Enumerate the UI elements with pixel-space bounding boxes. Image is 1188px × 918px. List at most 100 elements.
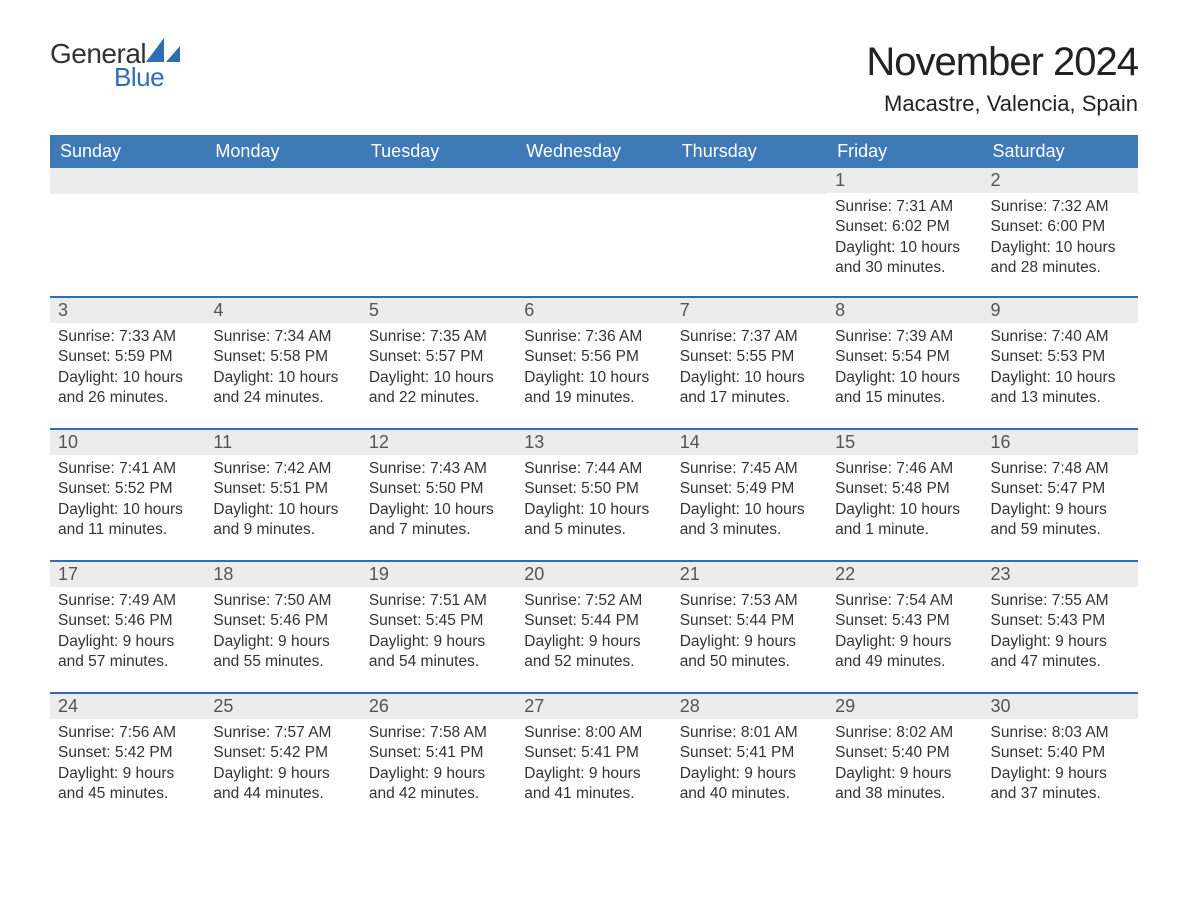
daylight-text: Daylight: 9 hours and 47 minutes. (991, 632, 1130, 673)
day-cell (516, 168, 671, 296)
dow-thursday: Thursday (672, 135, 827, 168)
day-body: Sunrise: 7:37 AMSunset: 5:55 PMDaylight:… (672, 323, 827, 413)
week-row: 17Sunrise: 7:49 AMSunset: 5:46 PMDayligh… (50, 560, 1138, 692)
sunrise-text: Sunrise: 7:37 AM (680, 327, 819, 347)
daynum: 23 (983, 560, 1138, 587)
sunset-text: Sunset: 5:59 PM (58, 347, 197, 367)
daylight-text: Daylight: 10 hours and 7 minutes. (369, 500, 508, 541)
daylight-text: Daylight: 10 hours and 15 minutes. (835, 368, 974, 409)
sunrise-text: Sunrise: 7:50 AM (213, 591, 352, 611)
sunrise-text: Sunrise: 7:42 AM (213, 459, 352, 479)
day-body: Sunrise: 8:02 AMSunset: 5:40 PMDaylight:… (827, 719, 982, 809)
day-cell: 19Sunrise: 7:51 AMSunset: 5:45 PMDayligh… (361, 560, 516, 692)
daylight-text: Daylight: 9 hours and 37 minutes. (991, 764, 1130, 805)
week-row: 10Sunrise: 7:41 AMSunset: 5:52 PMDayligh… (50, 428, 1138, 560)
daynum: 17 (50, 560, 205, 587)
sunset-text: Sunset: 5:40 PM (991, 743, 1130, 763)
day-body: Sunrise: 7:57 AMSunset: 5:42 PMDaylight:… (205, 719, 360, 809)
daylight-text: Daylight: 10 hours and 26 minutes. (58, 368, 197, 409)
day-cell: 18Sunrise: 7:50 AMSunset: 5:46 PMDayligh… (205, 560, 360, 692)
sunset-text: Sunset: 5:54 PM (835, 347, 974, 367)
day-body: Sunrise: 8:03 AMSunset: 5:40 PMDaylight:… (983, 719, 1138, 809)
daylight-text: Daylight: 10 hours and 11 minutes. (58, 500, 197, 541)
daynum: 6 (516, 296, 671, 323)
day-cell (672, 168, 827, 296)
day-body: Sunrise: 7:46 AMSunset: 5:48 PMDaylight:… (827, 455, 982, 545)
brand-text: General Blue (50, 40, 180, 90)
day-cell: 15Sunrise: 7:46 AMSunset: 5:48 PMDayligh… (827, 428, 982, 560)
sunrise-text: Sunrise: 7:53 AM (680, 591, 819, 611)
daylight-text: Daylight: 9 hours and 54 minutes. (369, 632, 508, 673)
day-body: Sunrise: 7:36 AMSunset: 5:56 PMDaylight:… (516, 323, 671, 413)
week-row: 24Sunrise: 7:56 AMSunset: 5:42 PMDayligh… (50, 692, 1138, 824)
daynum: 30 (983, 692, 1138, 719)
sunrise-text: Sunrise: 7:52 AM (524, 591, 663, 611)
sunrise-text: Sunrise: 7:46 AM (835, 459, 974, 479)
day-cell: 24Sunrise: 7:56 AMSunset: 5:42 PMDayligh… (50, 692, 205, 824)
sunrise-text: Sunrise: 7:55 AM (991, 591, 1130, 611)
daylight-text: Daylight: 10 hours and 17 minutes. (680, 368, 819, 409)
day-body: Sunrise: 7:39 AMSunset: 5:54 PMDaylight:… (827, 323, 982, 413)
day-cell: 17Sunrise: 7:49 AMSunset: 5:46 PMDayligh… (50, 560, 205, 692)
daynum: 9 (983, 296, 1138, 323)
day-cell: 11Sunrise: 7:42 AMSunset: 5:51 PMDayligh… (205, 428, 360, 560)
day-body: Sunrise: 7:55 AMSunset: 5:43 PMDaylight:… (983, 587, 1138, 677)
sunrise-text: Sunrise: 7:56 AM (58, 723, 197, 743)
daylight-text: Daylight: 9 hours and 59 minutes. (991, 500, 1130, 541)
sunset-text: Sunset: 5:51 PM (213, 479, 352, 499)
daynum: 11 (205, 428, 360, 455)
day-cell: 22Sunrise: 7:54 AMSunset: 5:43 PMDayligh… (827, 560, 982, 692)
sunset-text: Sunset: 5:46 PM (213, 611, 352, 631)
dow-sunday: Sunday (50, 135, 205, 168)
daynum: 3 (50, 296, 205, 323)
day-body: Sunrise: 7:49 AMSunset: 5:46 PMDaylight:… (50, 587, 205, 677)
day-body: Sunrise: 8:01 AMSunset: 5:41 PMDaylight:… (672, 719, 827, 809)
daylight-text: Daylight: 10 hours and 28 minutes. (991, 238, 1130, 279)
sunrise-text: Sunrise: 8:01 AM (680, 723, 819, 743)
daylight-text: Daylight: 10 hours and 1 minute. (835, 500, 974, 541)
day-cell: 30Sunrise: 8:03 AMSunset: 5:40 PMDayligh… (983, 692, 1138, 824)
day-cell: 29Sunrise: 8:02 AMSunset: 5:40 PMDayligh… (827, 692, 982, 824)
day-body: Sunrise: 7:32 AMSunset: 6:00 PMDaylight:… (983, 193, 1138, 283)
daynum: 19 (361, 560, 516, 587)
daylight-text: Daylight: 9 hours and 45 minutes. (58, 764, 197, 805)
day-cell: 28Sunrise: 8:01 AMSunset: 5:41 PMDayligh… (672, 692, 827, 824)
sunrise-text: Sunrise: 7:54 AM (835, 591, 974, 611)
sunrise-text: Sunrise: 7:51 AM (369, 591, 508, 611)
daynum: 5 (361, 296, 516, 323)
location: Macastre, Valencia, Spain (866, 91, 1138, 117)
sunrise-text: Sunrise: 7:33 AM (58, 327, 197, 347)
daylight-text: Daylight: 10 hours and 30 minutes. (835, 238, 974, 279)
daylight-text: Daylight: 9 hours and 57 minutes. (58, 632, 197, 673)
daynum: 21 (672, 560, 827, 587)
day-cell: 13Sunrise: 7:44 AMSunset: 5:50 PMDayligh… (516, 428, 671, 560)
sunrise-text: Sunrise: 7:36 AM (524, 327, 663, 347)
daynum: 7 (672, 296, 827, 323)
sunrise-text: Sunrise: 8:02 AM (835, 723, 974, 743)
day-body: Sunrise: 7:40 AMSunset: 5:53 PMDaylight:… (983, 323, 1138, 413)
day-body: Sunrise: 7:54 AMSunset: 5:43 PMDaylight:… (827, 587, 982, 677)
dow-row: Sunday Monday Tuesday Wednesday Thursday… (50, 135, 1138, 168)
sunset-text: Sunset: 5:42 PM (58, 743, 197, 763)
sunset-text: Sunset: 5:47 PM (991, 479, 1130, 499)
day-cell: 16Sunrise: 7:48 AMSunset: 5:47 PMDayligh… (983, 428, 1138, 560)
day-cell (50, 168, 205, 296)
sunrise-text: Sunrise: 8:03 AM (991, 723, 1130, 743)
day-cell: 2Sunrise: 7:32 AMSunset: 6:00 PMDaylight… (983, 168, 1138, 296)
daylight-text: Daylight: 10 hours and 24 minutes. (213, 368, 352, 409)
daynum: 10 (50, 428, 205, 455)
daynum-bar-empty (50, 168, 205, 194)
sunrise-text: Sunrise: 7:41 AM (58, 459, 197, 479)
day-body: Sunrise: 8:00 AMSunset: 5:41 PMDaylight:… (516, 719, 671, 809)
day-body: Sunrise: 7:51 AMSunset: 5:45 PMDaylight:… (361, 587, 516, 677)
day-body: Sunrise: 7:34 AMSunset: 5:58 PMDaylight:… (205, 323, 360, 413)
daynum: 20 (516, 560, 671, 587)
day-cell: 23Sunrise: 7:55 AMSunset: 5:43 PMDayligh… (983, 560, 1138, 692)
day-cell: 6Sunrise: 7:36 AMSunset: 5:56 PMDaylight… (516, 296, 671, 428)
sunrise-text: Sunrise: 7:49 AM (58, 591, 197, 611)
title-block: November 2024 Macastre, Valencia, Spain (866, 40, 1138, 117)
day-body: Sunrise: 7:44 AMSunset: 5:50 PMDaylight:… (516, 455, 671, 545)
day-cell: 12Sunrise: 7:43 AMSunset: 5:50 PMDayligh… (361, 428, 516, 560)
page-header: General Blue November 2024 Macastre, Val… (50, 40, 1138, 117)
sunset-text: Sunset: 5:40 PM (835, 743, 974, 763)
